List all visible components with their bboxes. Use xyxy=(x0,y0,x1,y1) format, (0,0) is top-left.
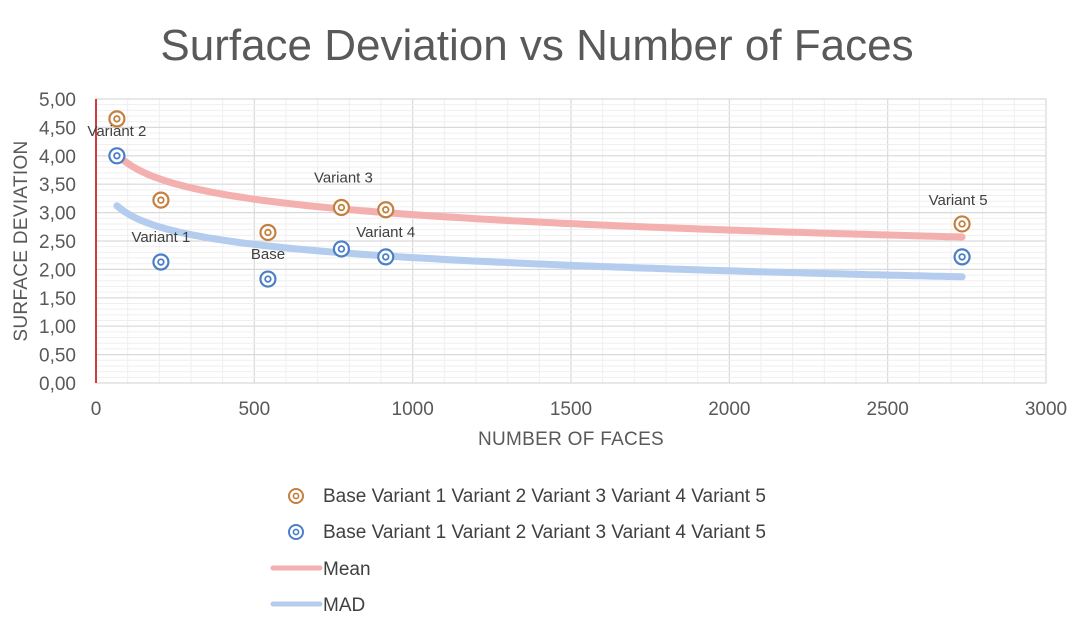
data-point-series-2[interactable] xyxy=(953,248,971,266)
legend-marker-orange xyxy=(288,488,304,504)
legend-item-blue[interactable]: Base Variant 1 Variant 2 Variant 3 Varia… xyxy=(288,522,766,543)
y-tick-label: 2,50 xyxy=(39,232,76,253)
y-tick-labels: 0,00 0,50 1,00 1,50 2,00 2,50 3,00 3,50 4,00 4,50… xyxy=(39,90,76,395)
data-point-series-2[interactable] xyxy=(108,147,126,165)
trendlines xyxy=(113,150,966,281)
y-tick-label: 0,50 xyxy=(39,346,76,367)
data-point-series-2[interactable] xyxy=(332,240,351,258)
data-point-series-1[interactable] xyxy=(953,215,971,233)
point-label: Variant 5 xyxy=(929,192,988,209)
y-tick-label: 5,00 xyxy=(39,90,76,111)
data-point-series-2[interactable] xyxy=(259,270,277,288)
x-tick-labels: 0 500 1000 1500 2000 2500 3000 xyxy=(91,399,1067,420)
legend-item-mean[interactable]: Mean xyxy=(270,559,371,580)
point-labels: Variant 2 Variant 1 Base Variant 3 Variant 4… xyxy=(87,123,987,263)
data-point-series-1[interactable] xyxy=(108,110,126,128)
point-label: Variant 4 xyxy=(356,224,415,241)
x-axis-title: NUMBER OF FACES xyxy=(478,429,664,450)
y-tick-label: 1,00 xyxy=(39,317,76,338)
grid xyxy=(95,98,1047,384)
y-tick-label: 4,50 xyxy=(39,118,76,139)
y-tick-label: 3,50 xyxy=(39,175,76,196)
legend-label-mad: MAD xyxy=(323,595,365,616)
legend-label-mean: Mean xyxy=(323,559,371,580)
x-tick-label: 2000 xyxy=(708,399,750,420)
y-tick-label: 3,00 xyxy=(39,204,76,225)
data-point-series-1[interactable] xyxy=(332,198,351,217)
legend: Base Variant 1 Variant 2 Variant 3 Varia… xyxy=(270,486,766,616)
legend-label-blue: Base Variant 1 Variant 2 Variant 3 Varia… xyxy=(323,522,766,543)
legend-marker-blue xyxy=(288,524,304,540)
legend-item-mad[interactable]: MAD xyxy=(270,595,365,616)
data-point-series-1[interactable] xyxy=(152,191,170,209)
x-tick-label: 1500 xyxy=(550,399,592,420)
data-point-series-2[interactable] xyxy=(377,248,395,266)
data-point-series-1[interactable] xyxy=(377,201,395,219)
legend-item-orange[interactable]: Base Variant 1 Variant 2 Variant 3 Varia… xyxy=(288,486,766,507)
trendline-mean xyxy=(113,150,966,241)
x-tick-label: 500 xyxy=(238,399,270,420)
y-tick-label: 0,00 xyxy=(39,374,76,395)
point-label: Variant 2 xyxy=(87,123,146,140)
point-label: Variant 1 xyxy=(131,229,190,246)
data-points xyxy=(108,110,971,288)
y-axis-title: SURFACE DEVIATION xyxy=(11,140,32,341)
y-tick-label: 1,50 xyxy=(39,289,76,310)
legend-label-orange: Base Variant 1 Variant 2 Variant 3 Varia… xyxy=(323,486,766,507)
x-tick-label: 3000 xyxy=(1025,399,1067,420)
x-tick-label: 0 xyxy=(91,399,102,420)
chart-title: Surface Deviation vs Number of Faces xyxy=(160,21,913,70)
trendline-mad xyxy=(113,202,966,281)
x-tick-label: 1000 xyxy=(392,399,434,420)
data-point-series-2[interactable] xyxy=(152,253,170,271)
point-label: Base xyxy=(251,246,285,263)
x-tick-label: 2500 xyxy=(867,399,909,420)
data-point-series-1[interactable] xyxy=(259,223,277,242)
y-tick-label: 4,00 xyxy=(39,147,76,168)
y-tick-label: 2,00 xyxy=(39,260,76,281)
point-label: Variant 3 xyxy=(314,169,373,186)
